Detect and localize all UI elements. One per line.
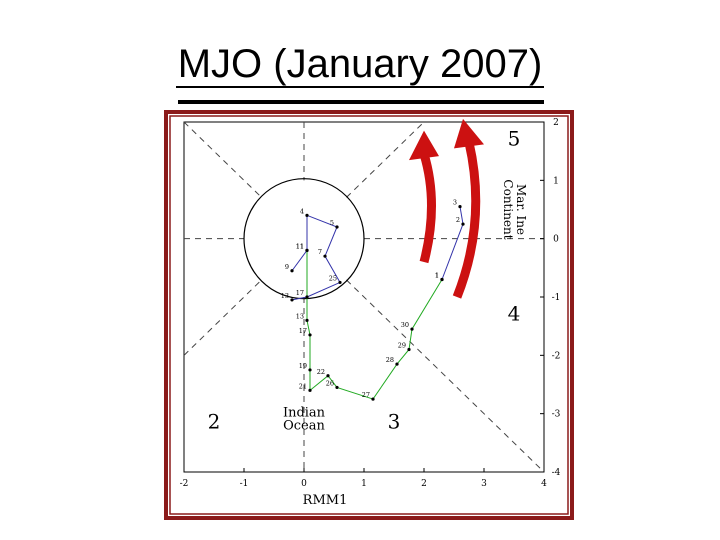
trajectory-point-label: 13 (296, 312, 304, 320)
x-tick-label: -1 (240, 479, 249, 489)
trajectory-point (395, 362, 399, 366)
region-label-maritime-continent: Mar. Ine (514, 184, 528, 235)
y-tick-label: 1 (553, 176, 559, 186)
trajectory-point (371, 397, 375, 401)
slide-title: MJO (January 2007) (0, 40, 720, 88)
trajectory-point-label: 13 (281, 292, 289, 300)
phase-label-5: 5 (508, 126, 521, 150)
trajectory-point-label: 1 (435, 272, 439, 280)
region-label-maritime-continent: Continent (501, 179, 515, 239)
trajectory-point-label: 4 (300, 207, 304, 215)
trajectory-point-label: 11 (296, 242, 304, 250)
slide-title-text: MJO (January 2007) (175, 42, 545, 88)
trajectory-point-label: 30 (401, 321, 409, 329)
trajectory-point (308, 368, 312, 372)
trajectory-line (306, 250, 443, 400)
trajectory-point-label: 22 (317, 368, 325, 376)
x-tick-label: -2 (180, 479, 189, 489)
trajectory-point-label: 3 (453, 199, 457, 207)
trajectory-point-label: 2 (456, 216, 460, 224)
trajectory-point (461, 222, 465, 226)
trajectory-point-label: 1 (435, 272, 439, 280)
trajectory-point (323, 254, 327, 258)
trajectory-point-label: 17 (299, 327, 307, 335)
phase-line-diag-se (346, 279, 545, 473)
title-rule (178, 100, 544, 104)
phase-label-3: 3 (388, 409, 401, 433)
trajectory-point-label: 27 (362, 391, 370, 399)
trajectory-point (308, 333, 312, 337)
mjo-propagation-arrow-head (454, 118, 484, 149)
x-tick-label: 2 (421, 479, 427, 489)
region-label-indian-ocean: Ocean (283, 419, 325, 434)
phase-line-diag-nw (183, 121, 262, 198)
x-axis-label: RMM1 (303, 493, 348, 508)
x-tick-label: 4 (541, 479, 547, 489)
trajectory-point (410, 327, 414, 331)
trajectory-point (290, 298, 294, 302)
trajectory-point (305, 318, 309, 322)
trajectory-point (305, 248, 309, 252)
trajectory-point (335, 225, 339, 229)
phase-label-4: 4 (508, 301, 521, 325)
trajectory-point-label: 29 (398, 342, 406, 350)
trajectory-point-label: 17 (296, 289, 304, 297)
mjo-propagation-arrow-head (409, 130, 439, 161)
trajectory-point-label: 7 (318, 248, 322, 256)
trajectory-point-label: 19 (299, 362, 307, 370)
trajectory-point (338, 280, 342, 285)
phase-line-diag-sw (183, 279, 262, 356)
trajectory-point-label: 11 (296, 242, 304, 250)
trajectory-point (326, 374, 330, 378)
trajectory-line (291, 214, 341, 301)
y-tick-label: -2 (552, 351, 561, 361)
trajectory-point-label: 5 (330, 219, 334, 227)
x-tick-label: 0 (301, 479, 307, 489)
x-tick-label: 1 (361, 479, 367, 489)
trajectory-point (308, 388, 312, 392)
trajectory-point (440, 277, 444, 282)
figure-frame (164, 110, 574, 520)
mjo-phase-diagram: -2 -1 0 1 2 3 4 2 1 0 -1 -2 -3 -4 RMM1 2 3 4 5 Indian Ocean M… (164, 110, 574, 525)
trajectory-point (290, 269, 294, 273)
unit-circle (243, 178, 365, 300)
y-tick-label: -4 (552, 468, 561, 478)
trajectory-point (458, 204, 462, 209)
y-tick-label: -3 (552, 410, 561, 420)
trajectory-point (407, 347, 411, 352)
x-tick-label: 3 (481, 479, 487, 489)
trajectory-point (335, 385, 339, 390)
mjo-propagation-arrow-body (452, 141, 481, 299)
phase-label-2: 2 (208, 409, 221, 433)
phase-line-diag-ne (346, 121, 425, 198)
y-tick-label: 0 (553, 235, 559, 245)
mjo-propagation-arrow-body (419, 152, 436, 264)
trajectory-point (305, 213, 309, 217)
trajectory-point-label: 26 (326, 379, 334, 387)
y-tick-label: -1 (552, 293, 561, 303)
trajectory-point-label: 28 (386, 356, 394, 364)
trajectory-point-label: 25 (329, 274, 337, 282)
figure-frame-inner (169, 115, 569, 515)
region-label-indian-ocean: Indian (283, 406, 326, 421)
trajectory-point-label: 9 (285, 263, 289, 271)
trajectory-point-label: 21 (299, 382, 307, 390)
trajectory-point (305, 295, 309, 299)
y-tick-label: 2 (553, 118, 559, 128)
